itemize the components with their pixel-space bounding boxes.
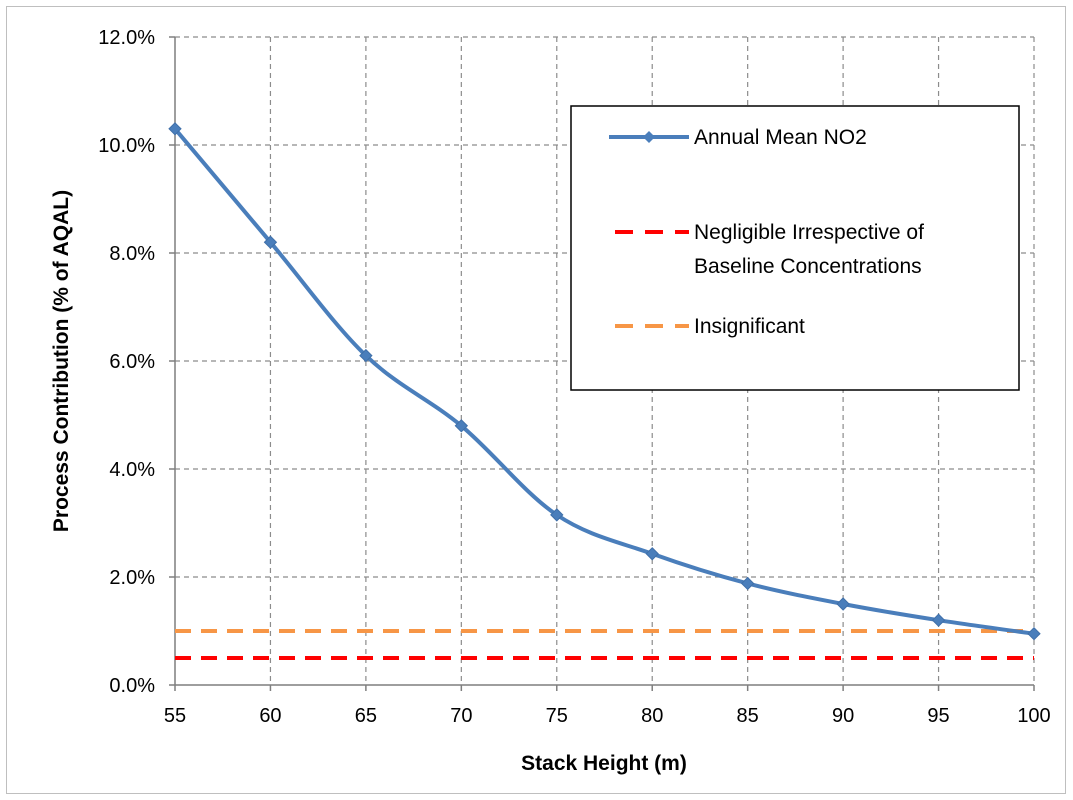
x-tick-label: 60 (259, 705, 281, 727)
axes (169, 36, 1035, 691)
data-point-marker (645, 547, 659, 561)
x-tick-label: 90 (832, 705, 854, 727)
x-tick-label: 100 (1017, 705, 1050, 727)
legend-label: Annual Mean NO2 (694, 126, 867, 149)
y-axis-title: Process Contribution (% of AQAL) (50, 190, 73, 532)
x-tick-label: 75 (546, 705, 568, 727)
y-tick-label: 0.0% (109, 675, 155, 697)
legend-label: Insignificant (694, 315, 805, 338)
y-tick-label: 12.0% (98, 27, 155, 49)
x-axis-title: Stack Height (m) (521, 752, 687, 775)
x-tick-label: 85 (737, 705, 759, 727)
y-tick-label: 6.0% (109, 351, 155, 373)
y-tick-label: 2.0% (109, 567, 155, 589)
y-tick-label: 4.0% (109, 459, 155, 481)
x-tick-label: 95 (927, 705, 949, 727)
legend-box (570, 105, 1020, 391)
tick-labels: 0.0% 2.0% 4.0% 6.0% 8.0% 10.0% 12.0% 55 60 65 70 75… (98, 27, 1050, 727)
data-point-marker (1027, 626, 1041, 641)
x-tick-label: 70 (450, 705, 472, 727)
legend-swatch-marker (643, 131, 655, 143)
data-point-marker (359, 348, 373, 363)
x-tick-label: 55 (164, 705, 186, 727)
data-point-marker (740, 576, 755, 591)
series-line-annual-mean-no2 (173, 127, 1035, 636)
data-point-marker (931, 613, 946, 627)
data-point-marker (550, 508, 564, 522)
series-layer (168, 122, 1041, 660)
data-point-marker (454, 419, 469, 433)
legend: Annual Mean NO2 Negligible Irrespective o… (570, 105, 1020, 391)
x-tick-label: 65 (355, 705, 377, 727)
legend-label: Negligible Irrespective of (694, 221, 924, 244)
data-point-marker (263, 235, 278, 249)
x-tick-label: 80 (641, 705, 663, 727)
data-point-marker (836, 597, 850, 611)
y-tick-label: 10.0% (98, 135, 155, 157)
legend-label: Baseline Concentrations (694, 255, 922, 278)
data-point-marker (168, 122, 182, 136)
y-tick-label: 8.0% (109, 243, 155, 265)
